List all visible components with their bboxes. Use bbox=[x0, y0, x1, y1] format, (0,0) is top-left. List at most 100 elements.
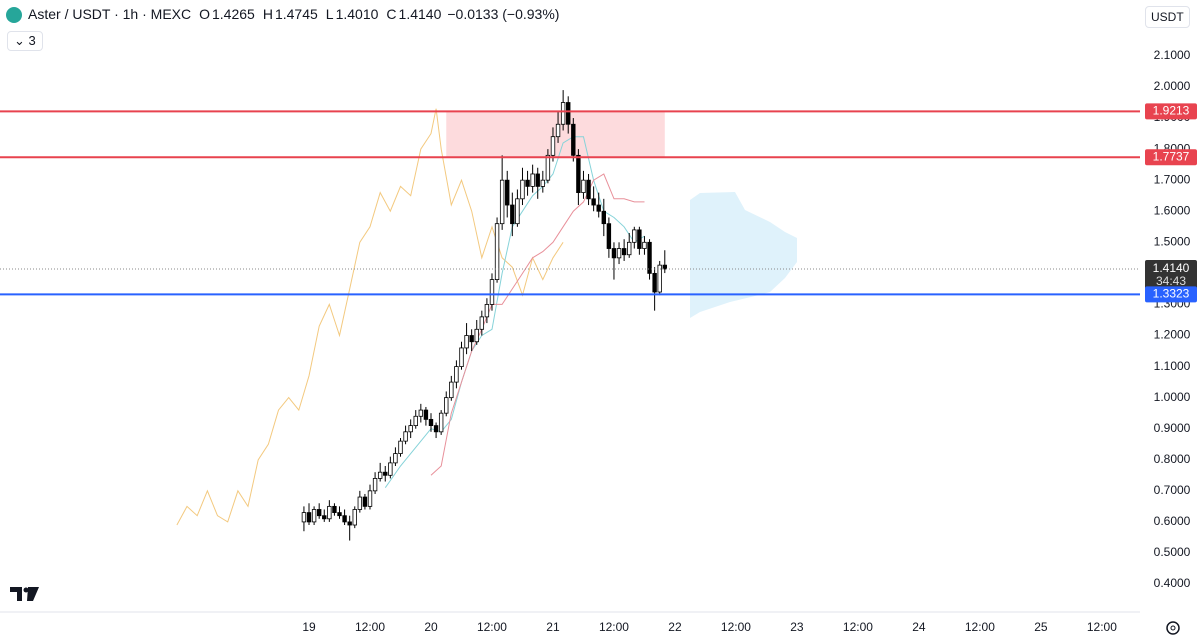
candle-body bbox=[525, 179, 530, 187]
y-tick-label: 1.7000 bbox=[1154, 172, 1191, 186]
candle-body bbox=[560, 102, 566, 125]
candle-body bbox=[367, 490, 373, 507]
candle-body bbox=[515, 198, 520, 225]
candle-body bbox=[423, 409, 429, 420]
candle-body bbox=[591, 198, 596, 206]
indicator-line bbox=[430, 173, 645, 476]
candle-body bbox=[377, 471, 383, 479]
y-tick-label: 1.6000 bbox=[1154, 203, 1191, 217]
tv-logo bbox=[10, 587, 39, 601]
candle-body bbox=[337, 512, 342, 517]
candle-body bbox=[438, 412, 444, 433]
candle-body bbox=[652, 272, 657, 293]
candle-body bbox=[662, 264, 667, 270]
candle-body bbox=[357, 496, 363, 510]
ohlc-value: 1.4745 bbox=[274, 6, 318, 22]
candle-body bbox=[469, 335, 474, 343]
gear[interactable] bbox=[1166, 621, 1180, 635]
candle-body bbox=[322, 515, 327, 520]
candle-body bbox=[520, 179, 525, 200]
candle-body bbox=[342, 515, 347, 523]
level-label-box bbox=[1145, 149, 1197, 166]
logo-shape bbox=[10, 587, 39, 601]
candle-body bbox=[347, 521, 352, 526]
gear-hub[interactable] bbox=[1170, 625, 1176, 631]
x-tick-label: 12:00 bbox=[599, 620, 629, 634]
candle-body bbox=[505, 179, 510, 206]
candle-body bbox=[530, 173, 535, 187]
candle-body bbox=[408, 425, 413, 433]
x-tick-label: 12:00 bbox=[1087, 620, 1117, 634]
candle-body bbox=[449, 381, 454, 399]
candle-body bbox=[479, 316, 485, 330]
symbol-icon bbox=[6, 7, 22, 23]
y-tick-label: 0.9000 bbox=[1154, 421, 1191, 435]
x-tick-label: 20 bbox=[424, 620, 438, 634]
x-tick-label: 12:00 bbox=[965, 620, 995, 634]
candle-body bbox=[444, 397, 449, 414]
ohlc-value: 1.4010 bbox=[335, 6, 379, 22]
candle-body bbox=[418, 409, 424, 417]
y-tick-label: 0.5000 bbox=[1154, 545, 1191, 559]
candle-body bbox=[637, 229, 642, 249]
candle-body bbox=[301, 512, 307, 523]
y-tick-label: 0.7000 bbox=[1154, 483, 1191, 497]
level-label: 1.3323 bbox=[1153, 287, 1190, 301]
x-tick-label: 19 bbox=[302, 620, 316, 634]
currency-button[interactable]: USDT bbox=[1145, 6, 1190, 28]
candle-body bbox=[632, 229, 637, 243]
logo-dot bbox=[23, 587, 29, 593]
level-label: 1.9213 bbox=[1153, 104, 1190, 118]
candle-body bbox=[657, 264, 662, 293]
candle-body bbox=[545, 154, 551, 181]
candle-body bbox=[647, 241, 652, 274]
x-tick-label: 23 bbox=[790, 620, 804, 634]
level-label: 1.7737 bbox=[1153, 149, 1190, 163]
ohlc-key: C bbox=[386, 6, 397, 22]
x-tick-label: 25 bbox=[1034, 620, 1048, 634]
candle-body bbox=[601, 210, 606, 225]
candle-body bbox=[627, 241, 632, 256]
candle-body bbox=[398, 440, 403, 454]
candle-body bbox=[352, 509, 357, 526]
candle-body bbox=[413, 415, 418, 427]
ohlc-key: H bbox=[262, 6, 273, 22]
settings-icon[interactable] bbox=[1166, 621, 1180, 635]
candle-body bbox=[581, 179, 586, 194]
candle-body bbox=[606, 223, 612, 249]
candle-body bbox=[474, 328, 479, 343]
candle-body bbox=[566, 102, 571, 125]
supply-zone bbox=[446, 111, 665, 158]
candle-body bbox=[484, 304, 490, 318]
ohlc-value: 1.4140 bbox=[398, 6, 442, 22]
y-tick-label: 0.6000 bbox=[1154, 514, 1191, 528]
level-label-box bbox=[1145, 103, 1197, 120]
indicator-count: 3 bbox=[28, 33, 36, 48]
y-tick-label: 1.2000 bbox=[1154, 328, 1191, 342]
x-tick-label: 12:00 bbox=[843, 620, 873, 634]
indicator-toggle[interactable]: ⌄ 3 bbox=[7, 31, 43, 51]
candle-body bbox=[393, 453, 398, 464]
candle-body bbox=[571, 123, 576, 156]
change: −0.0133 (−0.93%) bbox=[447, 6, 560, 22]
candle-body bbox=[616, 248, 622, 259]
ohlc-value: 1.4265 bbox=[212, 6, 255, 22]
indicator-line bbox=[176, 108, 564, 526]
candle-body bbox=[383, 471, 388, 476]
candle-body bbox=[464, 335, 469, 349]
y-tick-label: 0.8000 bbox=[1154, 452, 1191, 466]
candle-body bbox=[494, 223, 500, 280]
candle-body bbox=[459, 347, 464, 367]
candle-body bbox=[621, 248, 627, 256]
y-tick-label: 1.5000 bbox=[1154, 234, 1191, 248]
y-tick-label: 1.1000 bbox=[1154, 359, 1191, 373]
candle-body bbox=[311, 509, 317, 523]
candle-body bbox=[540, 179, 546, 187]
ohlc-key: L bbox=[325, 6, 334, 22]
y-tick-label: 1.0000 bbox=[1154, 390, 1191, 404]
indicator-line bbox=[384, 136, 645, 488]
candle-body bbox=[306, 512, 312, 523]
candle-body bbox=[332, 505, 337, 513]
